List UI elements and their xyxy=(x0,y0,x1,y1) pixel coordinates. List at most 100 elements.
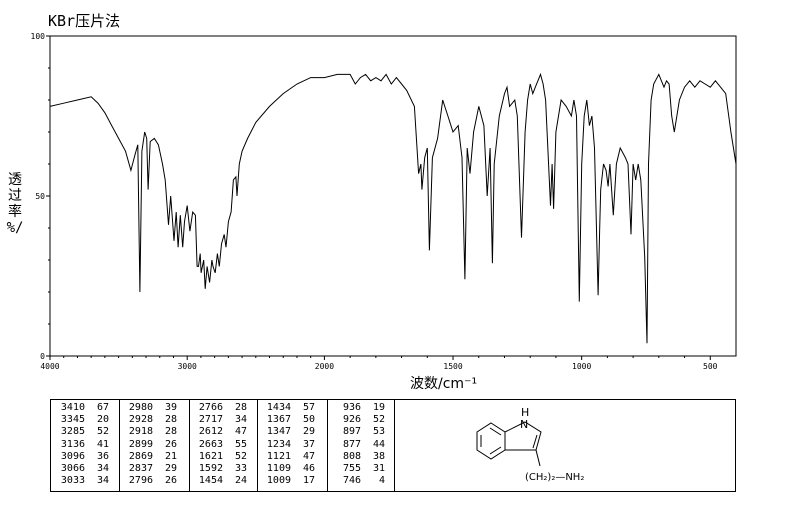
peak-table-column: 2980 39 2928 28 2918 28 2899 26 2869 21 2837 29 2796… xyxy=(123,402,177,487)
peak-row: 877 44 xyxy=(331,439,385,451)
y-label-char: 透 xyxy=(8,172,22,188)
peak-row: 2837 29 xyxy=(123,463,177,475)
peak-wavenumber: 3096 xyxy=(60,450,85,462)
peak-wavenumber: 2717 xyxy=(198,414,223,426)
peak-transmittance: 41 xyxy=(96,438,109,450)
peak-transmittance: 36 xyxy=(96,450,109,462)
peak-row: 2663 55 xyxy=(193,439,247,451)
peak-transmittance: 19 xyxy=(372,402,385,413)
spectrum-line xyxy=(49,72,737,344)
peak-transmittance: 50 xyxy=(302,414,315,426)
x-tick-label: 1500 xyxy=(443,362,462,371)
peak-transmittance: 37 xyxy=(302,438,315,450)
peak-table-divider xyxy=(327,400,328,491)
peak-transmittance: 31 xyxy=(372,463,385,475)
peak-wavenumber: 808 xyxy=(342,450,361,462)
peak-row: 2980 39 xyxy=(123,402,177,414)
peak-row: 1592 33 xyxy=(193,463,247,475)
peak-wavenumber: 897 xyxy=(342,426,361,438)
peak-transmittance: 24 xyxy=(234,475,247,487)
peak-row: 3033 34 xyxy=(55,475,109,487)
peak-table-divider xyxy=(257,400,258,491)
peak-wavenumber: 2980 xyxy=(128,402,153,413)
peak-wavenumber: 3345 xyxy=(60,414,85,426)
peak-row: 1621 52 xyxy=(193,451,247,463)
peak-transmittance: 33 xyxy=(234,463,247,475)
peak-row: 808 38 xyxy=(331,451,385,463)
peak-row: 1109 46 xyxy=(261,463,315,475)
peak-row: 746 4 xyxy=(331,475,385,487)
peak-table-column: 1434 57 1367 50 1347 29 1234 37 1121 47 1109 46 1009… xyxy=(261,402,315,487)
peak-row: 2717 34 xyxy=(193,414,247,426)
y-label-char: 过 xyxy=(8,188,22,204)
peak-transmittance: 34 xyxy=(96,475,109,487)
peak-wavenumber: 877 xyxy=(342,438,361,450)
peak-row: 3136 41 xyxy=(55,439,109,451)
peak-wavenumber: 2796 xyxy=(128,475,153,487)
peak-row: 2928 28 xyxy=(123,414,177,426)
peak-row: 1347 29 xyxy=(261,426,315,438)
peak-transmittance: 67 xyxy=(96,402,109,413)
peak-row: 3285 52 xyxy=(55,426,109,438)
peak-wavenumber: 3066 xyxy=(60,463,85,475)
peak-wavenumber: 1454 xyxy=(198,475,223,487)
peak-transmittance: 28 xyxy=(164,414,177,426)
peak-table-column: 3410 67 3345 20 3285 52 3136 41 3096 36 3066 34 3033… xyxy=(55,402,109,487)
ir-spectrum-chart: 4000 3000 2000 1500 1000 500 0 50 100 波数/cm⁻¹ xyxy=(31,32,737,392)
peak-transmittance: 39 xyxy=(164,402,177,413)
peak-row: 1009 17 xyxy=(261,475,315,487)
structure-panel: H N (CH₂)₂—NH₂ xyxy=(394,399,736,492)
peak-transmittance: 38 xyxy=(372,450,385,462)
peak-transmittance: 47 xyxy=(234,426,247,438)
nh-hydrogen-label: H xyxy=(521,406,529,419)
peak-transmittance: 44 xyxy=(372,438,385,450)
x-tick-label: 2000 xyxy=(315,362,334,371)
peak-transmittance: 28 xyxy=(234,402,247,413)
peak-transmittance: 52 xyxy=(234,450,247,462)
peak-row: 2612 47 xyxy=(193,426,247,438)
peak-wavenumber: 2918 xyxy=(128,426,153,438)
peak-wavenumber: 1434 xyxy=(266,402,291,413)
peak-wavenumber: 1109 xyxy=(266,463,291,475)
peak-row: 1434 57 xyxy=(261,402,315,414)
x-axis: 4000 3000 2000 1500 1000 500 xyxy=(40,356,718,371)
peak-wavenumber: 746 xyxy=(342,475,361,487)
peak-transmittance: 28 xyxy=(164,426,177,438)
peak-wavenumber: 755 xyxy=(342,463,361,475)
peak-transmittance: 53 xyxy=(372,426,385,438)
tryptamine-structure: H N (CH₂)₂—NH₂ xyxy=(476,406,584,483)
x-axis-label: 波数/cm⁻¹ xyxy=(410,376,477,392)
peak-table: 3410 67 3345 20 3285 52 3136 41 3096 36 3066 34 3033… xyxy=(50,399,395,492)
peak-transmittance: 57 xyxy=(302,402,315,413)
peak-wavenumber: 1347 xyxy=(266,426,291,438)
peak-transmittance: 26 xyxy=(164,438,177,450)
peak-transmittance: 52 xyxy=(96,426,109,438)
peak-wavenumber: 1592 xyxy=(198,463,223,475)
peak-transmittance: 17 xyxy=(302,475,315,487)
peak-transmittance: 26 xyxy=(164,475,177,487)
chart-title: KBr压片法 xyxy=(48,12,121,30)
peak-wavenumber: 2837 xyxy=(128,463,153,475)
peak-wavenumber: 3410 xyxy=(60,402,85,413)
peak-row: 3096 36 xyxy=(55,451,109,463)
peak-row: 2766 28 xyxy=(193,402,247,414)
y-tick-label: 0 xyxy=(40,352,45,361)
peak-transmittance: 47 xyxy=(302,450,315,462)
peak-wavenumber: 1009 xyxy=(266,475,291,487)
peak-wavenumber: 3033 xyxy=(60,475,85,487)
peak-table-divider xyxy=(189,400,190,491)
y-tick-label: 50 xyxy=(35,192,45,201)
plot-frame xyxy=(49,35,737,357)
peak-wavenumber: 1234 xyxy=(266,438,291,450)
peak-row: 897 53 xyxy=(331,426,385,438)
peak-row: 2796 26 xyxy=(123,475,177,487)
nitrogen-label: N xyxy=(520,418,528,431)
x-tick-label: 500 xyxy=(703,362,718,371)
peak-transmittance: 4 xyxy=(378,475,385,487)
peak-row: 1121 47 xyxy=(261,451,315,463)
peak-row: 2918 28 xyxy=(123,426,177,438)
peak-transmittance: 29 xyxy=(164,463,177,475)
peak-row: 2869 21 xyxy=(123,451,177,463)
peak-row: 1454 24 xyxy=(193,475,247,487)
peak-transmittance: 29 xyxy=(302,426,315,438)
